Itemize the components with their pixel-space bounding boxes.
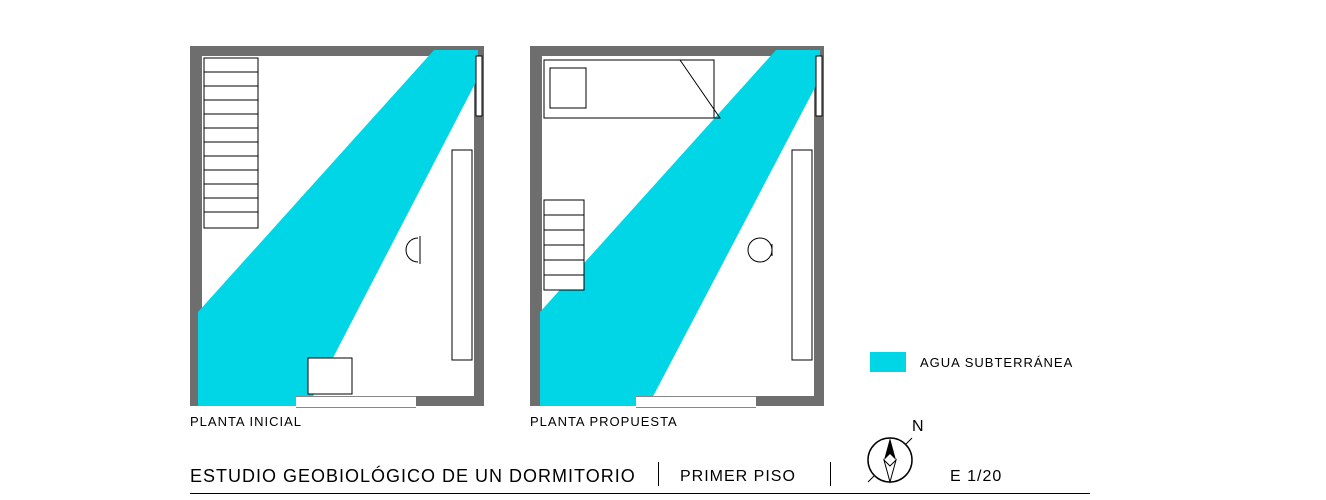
legend-label: AGUA SUBTERRÁNEA <box>920 355 1073 370</box>
compass-north-label: N <box>912 418 925 436</box>
plan-proposed-label: PLANTA PROPUESTA <box>530 414 678 429</box>
floor-label: PRIMER PISO <box>680 468 796 486</box>
plan-initial-label: PLANTA INICIAL <box>190 414 302 429</box>
separator-2 <box>830 462 831 486</box>
compass-icon <box>860 430 920 490</box>
legend-swatch <box>870 352 906 372</box>
title-underline <box>190 493 1090 494</box>
separator-1 <box>658 462 659 486</box>
title: ESTUDIO GEOBIOLÓGICO DE UN DORMITORIO <box>190 466 636 487</box>
scale-label: E 1/20 <box>950 468 1002 486</box>
